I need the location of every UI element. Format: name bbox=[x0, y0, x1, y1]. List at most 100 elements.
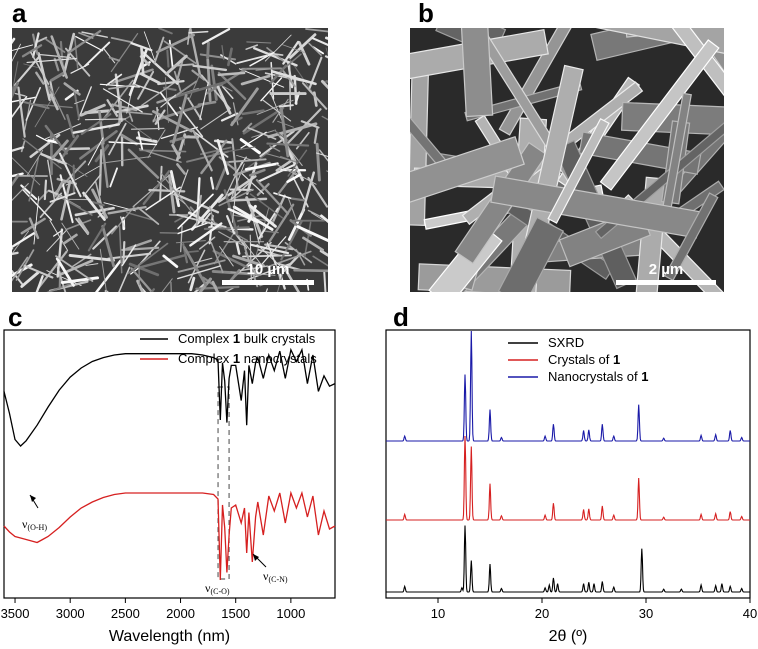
sem-needle bbox=[211, 280, 220, 292]
panel-label-b: b bbox=[418, 0, 434, 28]
sem-needle bbox=[142, 170, 171, 206]
sem-needle bbox=[127, 242, 169, 275]
sem-needle bbox=[46, 230, 67, 252]
sem-needle bbox=[166, 49, 170, 68]
sem-needle bbox=[219, 245, 234, 267]
sem-needle bbox=[168, 174, 176, 214]
sem-needle bbox=[279, 107, 290, 158]
sem-needle bbox=[175, 240, 206, 244]
series-line-c-1 bbox=[3, 490, 336, 581]
sem-needle bbox=[248, 168, 266, 177]
sem-needle bbox=[120, 216, 126, 228]
sem-needle bbox=[128, 262, 160, 277]
sem-needle bbox=[102, 88, 143, 113]
sem-needle bbox=[67, 29, 102, 54]
sem-needle bbox=[110, 68, 154, 85]
sem-needle bbox=[320, 80, 328, 83]
sem-needle bbox=[197, 100, 217, 107]
sem-needle bbox=[12, 44, 34, 52]
sem-needle bbox=[101, 224, 116, 268]
sem-needle bbox=[286, 173, 301, 184]
sem-rod bbox=[497, 216, 565, 292]
sem-needle bbox=[36, 36, 48, 43]
sem-needle bbox=[126, 211, 153, 221]
sem-needle bbox=[269, 145, 281, 152]
sem-needle bbox=[80, 113, 112, 136]
sem-rod bbox=[625, 176, 668, 292]
sem-needle bbox=[99, 248, 107, 292]
sem-needle bbox=[256, 243, 281, 267]
sem-needle bbox=[57, 193, 81, 208]
sem-needle bbox=[130, 42, 153, 52]
sem-needle bbox=[246, 41, 272, 44]
sem-needle bbox=[210, 241, 224, 274]
sem-needle bbox=[267, 122, 318, 139]
scale-bar-text-a: 10 µm bbox=[247, 261, 290, 278]
sem-needle bbox=[58, 152, 82, 198]
sem-needle bbox=[127, 148, 160, 179]
annotation-label: ν(C-O) bbox=[205, 581, 230, 596]
sem-needle bbox=[43, 179, 48, 201]
sem-needle bbox=[275, 158, 295, 172]
sem-needle bbox=[161, 173, 192, 212]
chart-c: 3500 3000 2500 2000 1500 1000 Wavelength (nm) C… bbox=[1, 329, 336, 645]
sem-needle bbox=[138, 263, 141, 286]
sem-needle bbox=[199, 146, 232, 156]
sem-needle bbox=[300, 120, 320, 129]
sem-needle bbox=[72, 123, 120, 134]
series-line-d-2 bbox=[386, 330, 750, 442]
sem-needle bbox=[161, 278, 173, 292]
annotation-label: ν(O-H) bbox=[22, 517, 47, 532]
sem-needle bbox=[301, 82, 328, 110]
sem-needle bbox=[217, 71, 246, 77]
sem-needle bbox=[257, 163, 295, 183]
sem-needle bbox=[35, 275, 44, 292]
sem-image-a: 10 µm bbox=[12, 28, 328, 292]
sem-needle bbox=[12, 256, 29, 282]
sem-needle bbox=[225, 215, 236, 235]
highlight-box bbox=[217, 386, 230, 580]
sem-needle bbox=[137, 70, 155, 100]
scale-bar-text-b: 2 µm bbox=[649, 261, 684, 278]
sem-needle bbox=[305, 28, 328, 33]
series-line-d-1 bbox=[386, 435, 750, 521]
sem-needle bbox=[111, 206, 135, 235]
sem-needle bbox=[278, 104, 294, 108]
sem-needle bbox=[241, 109, 265, 116]
sem-needle bbox=[240, 74, 271, 86]
sem-needle bbox=[101, 156, 151, 164]
sem-needle bbox=[260, 77, 283, 102]
sem-needle bbox=[37, 53, 72, 59]
sem-needle bbox=[295, 248, 306, 266]
sem-needle bbox=[201, 212, 211, 225]
sem-needle bbox=[293, 268, 328, 273]
sem-needle bbox=[12, 61, 19, 96]
sem-needle bbox=[249, 193, 284, 219]
sem-needle bbox=[249, 51, 275, 67]
sem-needle bbox=[56, 228, 64, 278]
sem-needle bbox=[248, 204, 277, 228]
sem-needle bbox=[82, 191, 106, 221]
sem-needle bbox=[270, 70, 317, 86]
sem-needle bbox=[224, 161, 243, 198]
sem-needle bbox=[77, 217, 90, 235]
sem-needle bbox=[256, 182, 270, 197]
sem-needle bbox=[52, 229, 64, 237]
sem-needle bbox=[12, 96, 38, 103]
sem-needle bbox=[223, 189, 239, 235]
sem-needle bbox=[239, 171, 265, 195]
sem-needle bbox=[12, 230, 37, 249]
sem-needle bbox=[154, 109, 166, 125]
sem-needle bbox=[119, 133, 138, 146]
sem-needle bbox=[179, 106, 204, 138]
sem-needle bbox=[55, 255, 94, 282]
legend-label-d-2: Nanocrystals of 1 bbox=[548, 369, 648, 384]
sem-rod bbox=[410, 28, 549, 91]
sem-needle bbox=[268, 203, 295, 243]
sem-needle bbox=[121, 244, 137, 267]
legend-label-d-0: SXRD bbox=[548, 335, 584, 350]
sem-needle bbox=[68, 254, 115, 262]
panel-label-c: c bbox=[8, 302, 23, 332]
sem-needle bbox=[62, 233, 78, 245]
